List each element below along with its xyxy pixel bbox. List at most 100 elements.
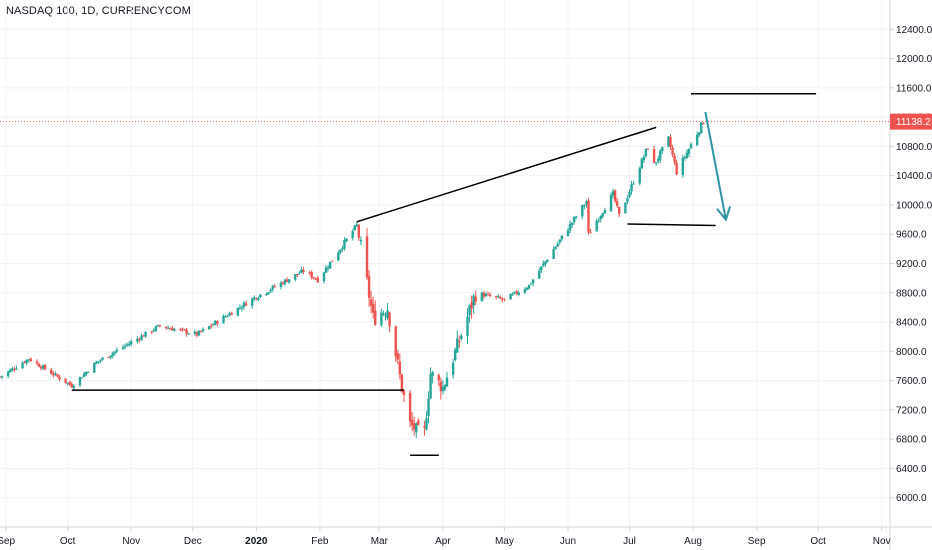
y-tick-label: 11600.0: [896, 83, 932, 94]
candle-body: [144, 331, 147, 337]
candle-body: [581, 205, 584, 217]
candle-body: [80, 377, 84, 379]
candle-body: [439, 381, 443, 392]
candle-body: [66, 382, 69, 384]
candle-body: [538, 270, 541, 279]
candle-body: [152, 330, 155, 332]
candle-body: [568, 223, 572, 231]
y-tick-label: 12000.0: [896, 54, 932, 65]
candle-body: [456, 338, 459, 353]
candle-body: [84, 372, 88, 375]
candle-body: [99, 360, 102, 362]
candle-body: [556, 243, 559, 247]
x-tick-label: Jul: [623, 536, 636, 547]
candle-body: [166, 327, 170, 329]
candle-body: [671, 147, 674, 155]
candle-body: [544, 261, 547, 265]
candle-body: [298, 273, 301, 275]
candle-body: [398, 361, 402, 375]
candle-body: [15, 368, 18, 370]
candle-body: [273, 286, 276, 288]
candle-body: [271, 285, 274, 290]
candle-body: [294, 274, 297, 280]
candle-body: [310, 272, 313, 278]
candle-body: [597, 220, 600, 222]
candle-body: [253, 297, 256, 300]
candle-body: [615, 201, 619, 206]
forecast-arrow: [704, 111, 727, 220]
candle-body: [13, 369, 16, 371]
candle-body: [56, 374, 59, 377]
forecast-arrow-head: [716, 205, 732, 222]
y-tick-label: 9600.0: [896, 230, 927, 241]
candle-body: [685, 152, 689, 159]
candle-body: [158, 325, 162, 327]
candle-body: [425, 418, 428, 430]
candle-body: [173, 328, 176, 331]
candle-body: [603, 210, 607, 214]
candle-body: [156, 324, 160, 327]
candle-body: [101, 357, 104, 360]
candle-body: [287, 279, 291, 283]
candle-body: [437, 375, 440, 381]
candle-body: [480, 292, 484, 302]
candle-body: [367, 276, 371, 298]
candle-body: [546, 259, 549, 262]
y-tick-label: 8000.0: [896, 347, 927, 358]
candle-body: [702, 123, 705, 125]
candle-body: [618, 206, 621, 214]
candle-body: [388, 312, 391, 327]
candle-body: [374, 310, 377, 325]
candle-body: [661, 147, 664, 151]
candle-body: [244, 303, 248, 306]
candle-body: [150, 331, 153, 333]
candle-body: [68, 382, 71, 385]
candle-body: [484, 293, 488, 297]
candle-body: [138, 338, 141, 340]
candle-body: [675, 162, 678, 175]
candle-body: [35, 361, 39, 364]
candle-body: [9, 369, 12, 373]
candle-body: [21, 362, 24, 369]
candle-body: [125, 344, 129, 346]
candle-body: [201, 328, 205, 332]
candle-body: [599, 215, 602, 220]
candle-body: [164, 326, 168, 329]
y-tick-label: 12400.0: [896, 25, 932, 36]
candle-body: [689, 144, 693, 149]
x-tick-label: Nov: [873, 536, 891, 547]
candle-body: [369, 299, 373, 306]
candle-body: [326, 267, 330, 269]
candle-body: [700, 122, 703, 134]
candle-body: [197, 330, 201, 336]
candle-body: [95, 361, 98, 364]
candle-body: [226, 316, 229, 318]
candle-body: [127, 343, 131, 346]
candle-body: [216, 321, 219, 324]
candle-body: [673, 155, 676, 163]
candle-body: [415, 423, 418, 433]
last-price-tag: [890, 113, 932, 130]
candle-body: [589, 232, 592, 234]
candle-body: [396, 353, 399, 360]
candle-body: [365, 236, 369, 278]
candle-body: [267, 292, 270, 294]
candle-body: [136, 338, 139, 342]
candle-body: [296, 274, 299, 276]
candle-body: [337, 252, 340, 261]
candle-body: [698, 132, 701, 136]
candle-body: [460, 335, 463, 339]
candle-body: [681, 157, 685, 175]
x-tick-label: Feb: [311, 536, 329, 547]
candle-body: [52, 373, 55, 376]
candle-body: [683, 157, 687, 159]
candle-body: [257, 297, 260, 300]
candle-body: [140, 335, 143, 341]
candle-body: [642, 156, 646, 161]
candle-body: [441, 387, 445, 392]
candle-body: [283, 279, 287, 284]
candle-body: [652, 149, 656, 163]
candle-body: [312, 277, 315, 279]
